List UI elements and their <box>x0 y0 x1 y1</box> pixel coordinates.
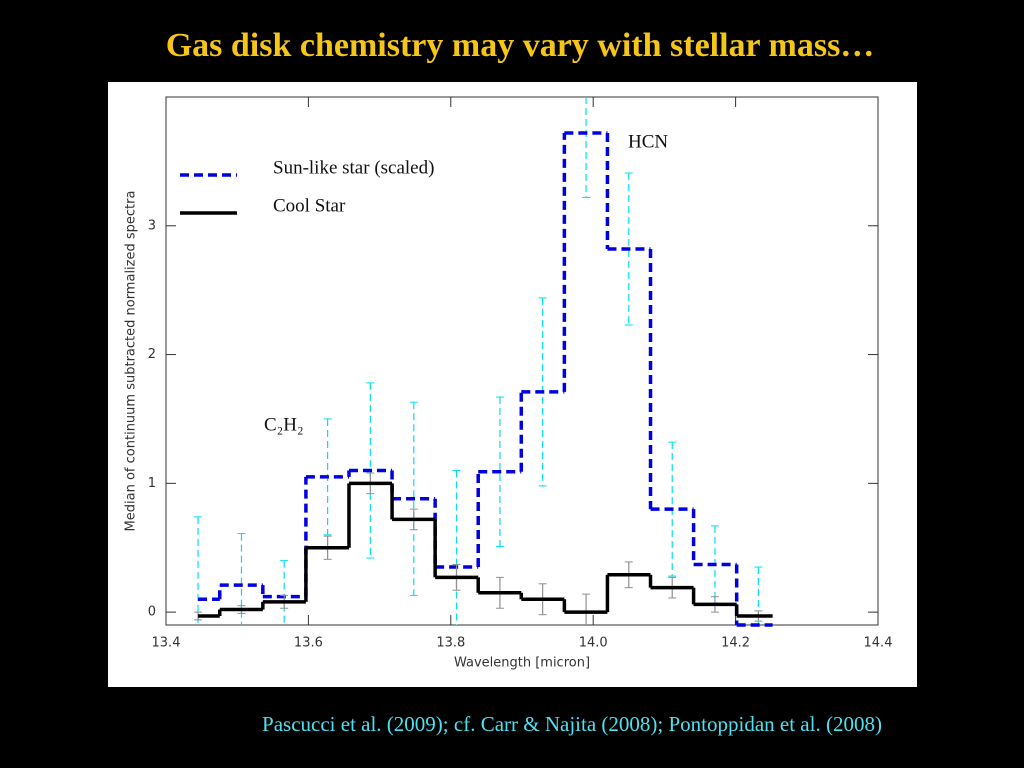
plot-frame <box>165 96 879 626</box>
x-tick-label: 14.2 <box>721 636 750 651</box>
x-tick-label: 13.6 <box>294 636 323 651</box>
x-axis-label: Wavelength [micron] <box>454 656 590 671</box>
x-tick-label: 14.4 <box>864 636 893 651</box>
x-tick-label: 13.8 <box>436 636 465 651</box>
x-tick-label: 13.4 <box>152 636 181 651</box>
annotation: HCN <box>628 131 668 152</box>
legend-label: Cool Star <box>273 195 346 216</box>
slide-title: Gas disk chemistry may vary with stellar… <box>166 27 875 64</box>
legend-label: Sun-like star (scaled) <box>273 157 434 178</box>
y-axis-label: Median of continuum subtracted normalize… <box>124 191 139 532</box>
source-caption: Pascucci et al. (2009); cf. Carr & Najit… <box>262 712 882 736</box>
y-tick-label: 1 <box>148 476 156 491</box>
chart-panel <box>108 82 917 687</box>
x-tick-label: 14.0 <box>579 636 608 651</box>
y-tick-label: 2 <box>148 347 156 362</box>
y-tick-label: 3 <box>148 218 156 233</box>
annotation: C₂H₂ <box>264 414 304 435</box>
y-tick-label: 0 <box>148 605 156 620</box>
